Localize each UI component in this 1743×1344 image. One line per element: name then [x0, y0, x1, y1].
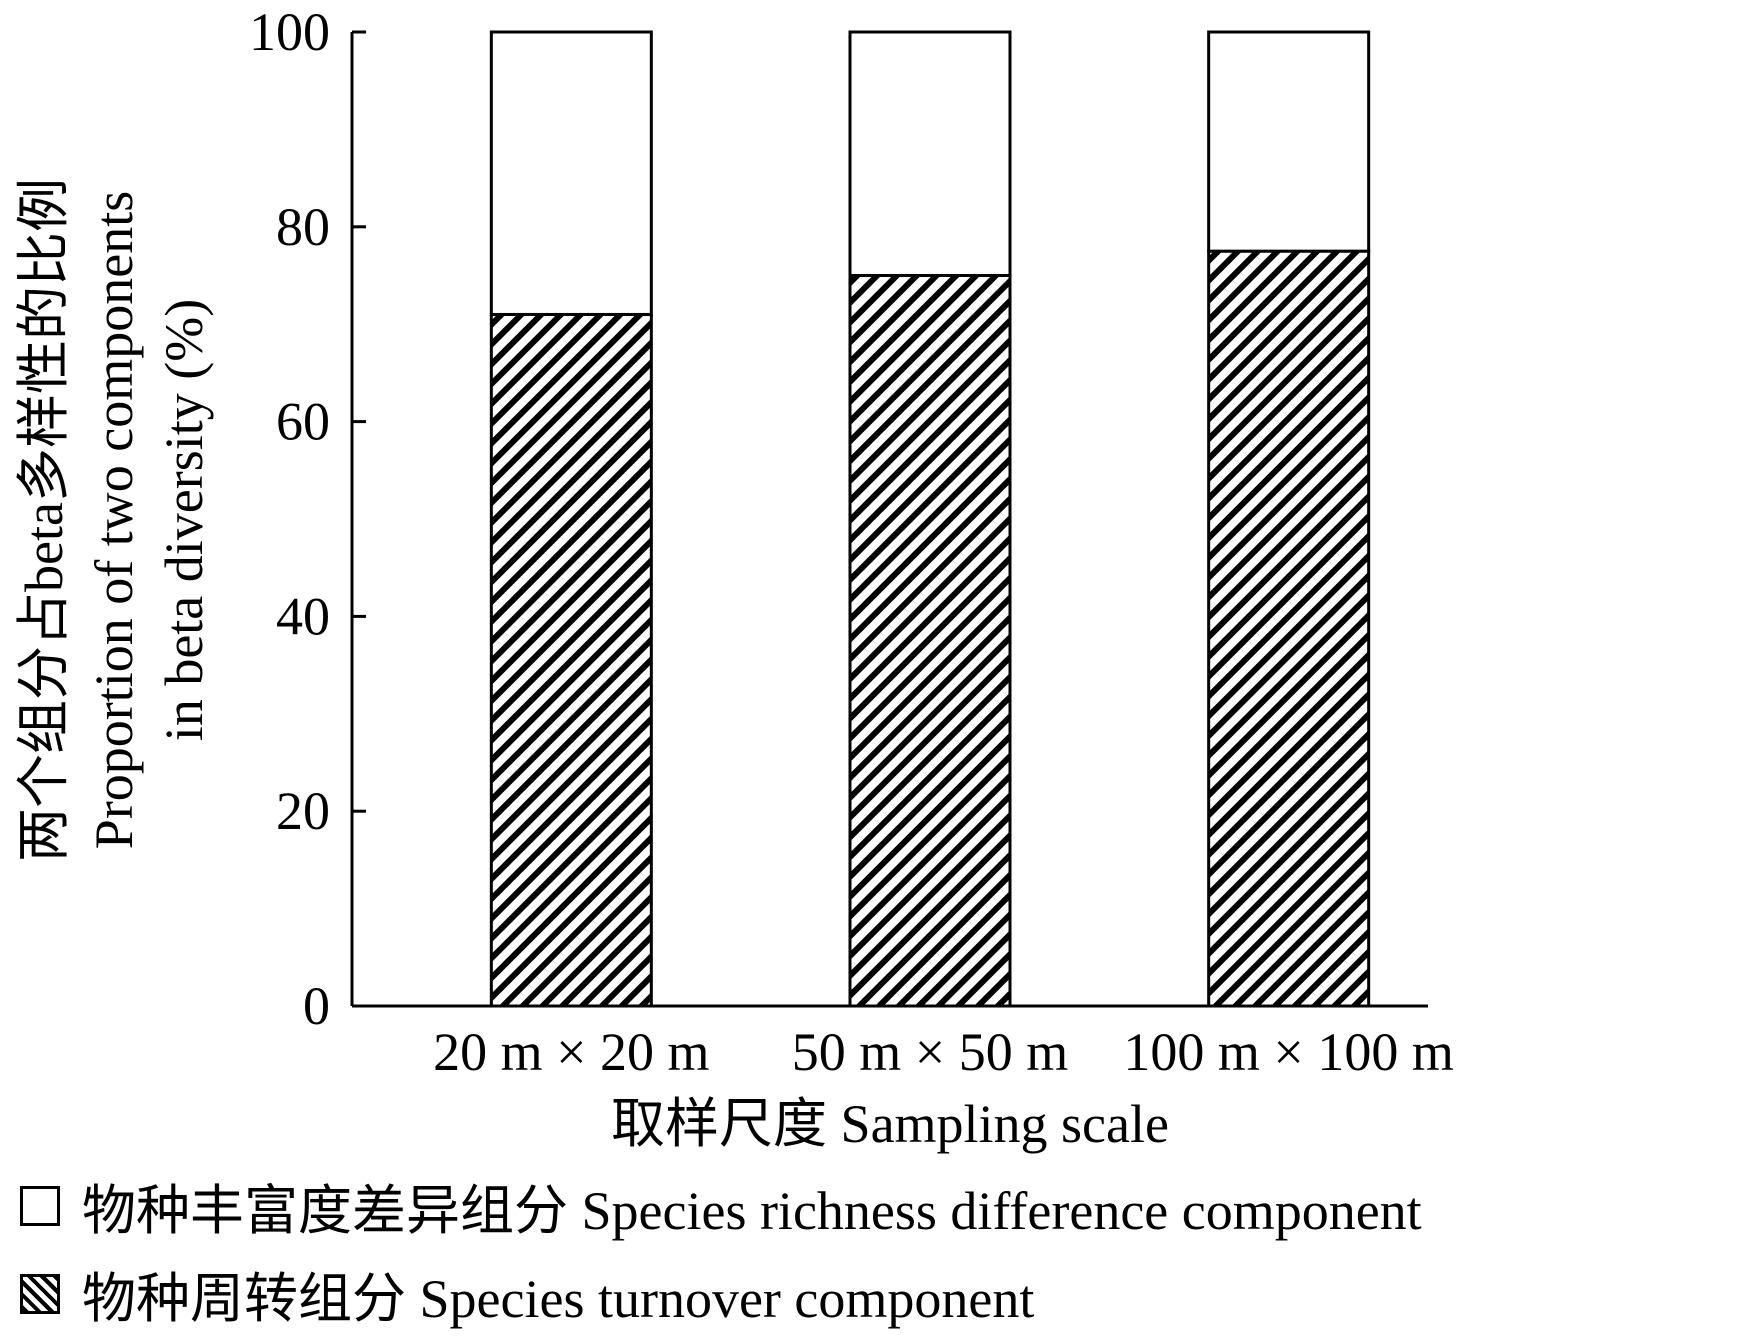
y-axis-title: 两个组分占beta多样性的比例 Proportion of two compon… — [14, 178, 214, 862]
bar-richness-2 — [1207, 30, 1371, 253]
y-tick-label: 20 — [276, 781, 330, 841]
y-tick-label: 60 — [276, 392, 330, 452]
x-tick-label: 20 m × 20 m — [433, 1022, 709, 1082]
legend-label-richness: 物种丰富度差异组分 Species richness difference co… — [82, 1181, 1422, 1241]
svg-text:Proportion of two components: Proportion of two components — [84, 191, 144, 849]
bar-turnover-2 — [1207, 249, 1371, 1008]
svg-text:两个组分占beta多样性的比例: 两个组分占beta多样性的比例 — [14, 178, 74, 862]
bars-group — [489, 30, 1371, 1008]
bar-richness-1 — [848, 30, 1012, 277]
bar-turnover-0 — [489, 312, 653, 1008]
y-ticks-group: 0 20 40 60 80 100 — [249, 2, 366, 1036]
x-tick-label: 50 m × 50 m — [792, 1022, 1068, 1082]
axes-group — [350, 32, 1428, 1008]
bar-turnover-1 — [848, 274, 1012, 1008]
x-axis-title: 取样尺度 Sampling scale — [611, 1094, 1169, 1154]
svg-text:in beta diversity (%): in beta diversity (%) — [154, 299, 214, 741]
y-tick-label: 40 — [276, 586, 330, 646]
y-tick-label: 80 — [276, 197, 330, 257]
legend-item-turnover: 物种周转组分 Species turnover component — [20, 1254, 1034, 1333]
y-tick-label: 100 — [249, 2, 330, 62]
x-tick-label: 100 m × 100 m — [1123, 1022, 1453, 1082]
legend-swatch-white — [20, 1185, 60, 1226]
legend-label-turnover: 物种周转组分 Species turnover component — [82, 1269, 1035, 1329]
legend-swatch-hatched — [20, 1273, 60, 1314]
bar-richness-0 — [489, 30, 653, 316]
y-tick-label: 0 — [303, 976, 330, 1036]
x-ticks-group: 20 m × 20 m 50 m × 50 m 100 m × 100 m — [433, 1022, 1454, 1082]
legend-item-richness: 物种丰富度差异组分 Species richness difference co… — [20, 1166, 1422, 1245]
